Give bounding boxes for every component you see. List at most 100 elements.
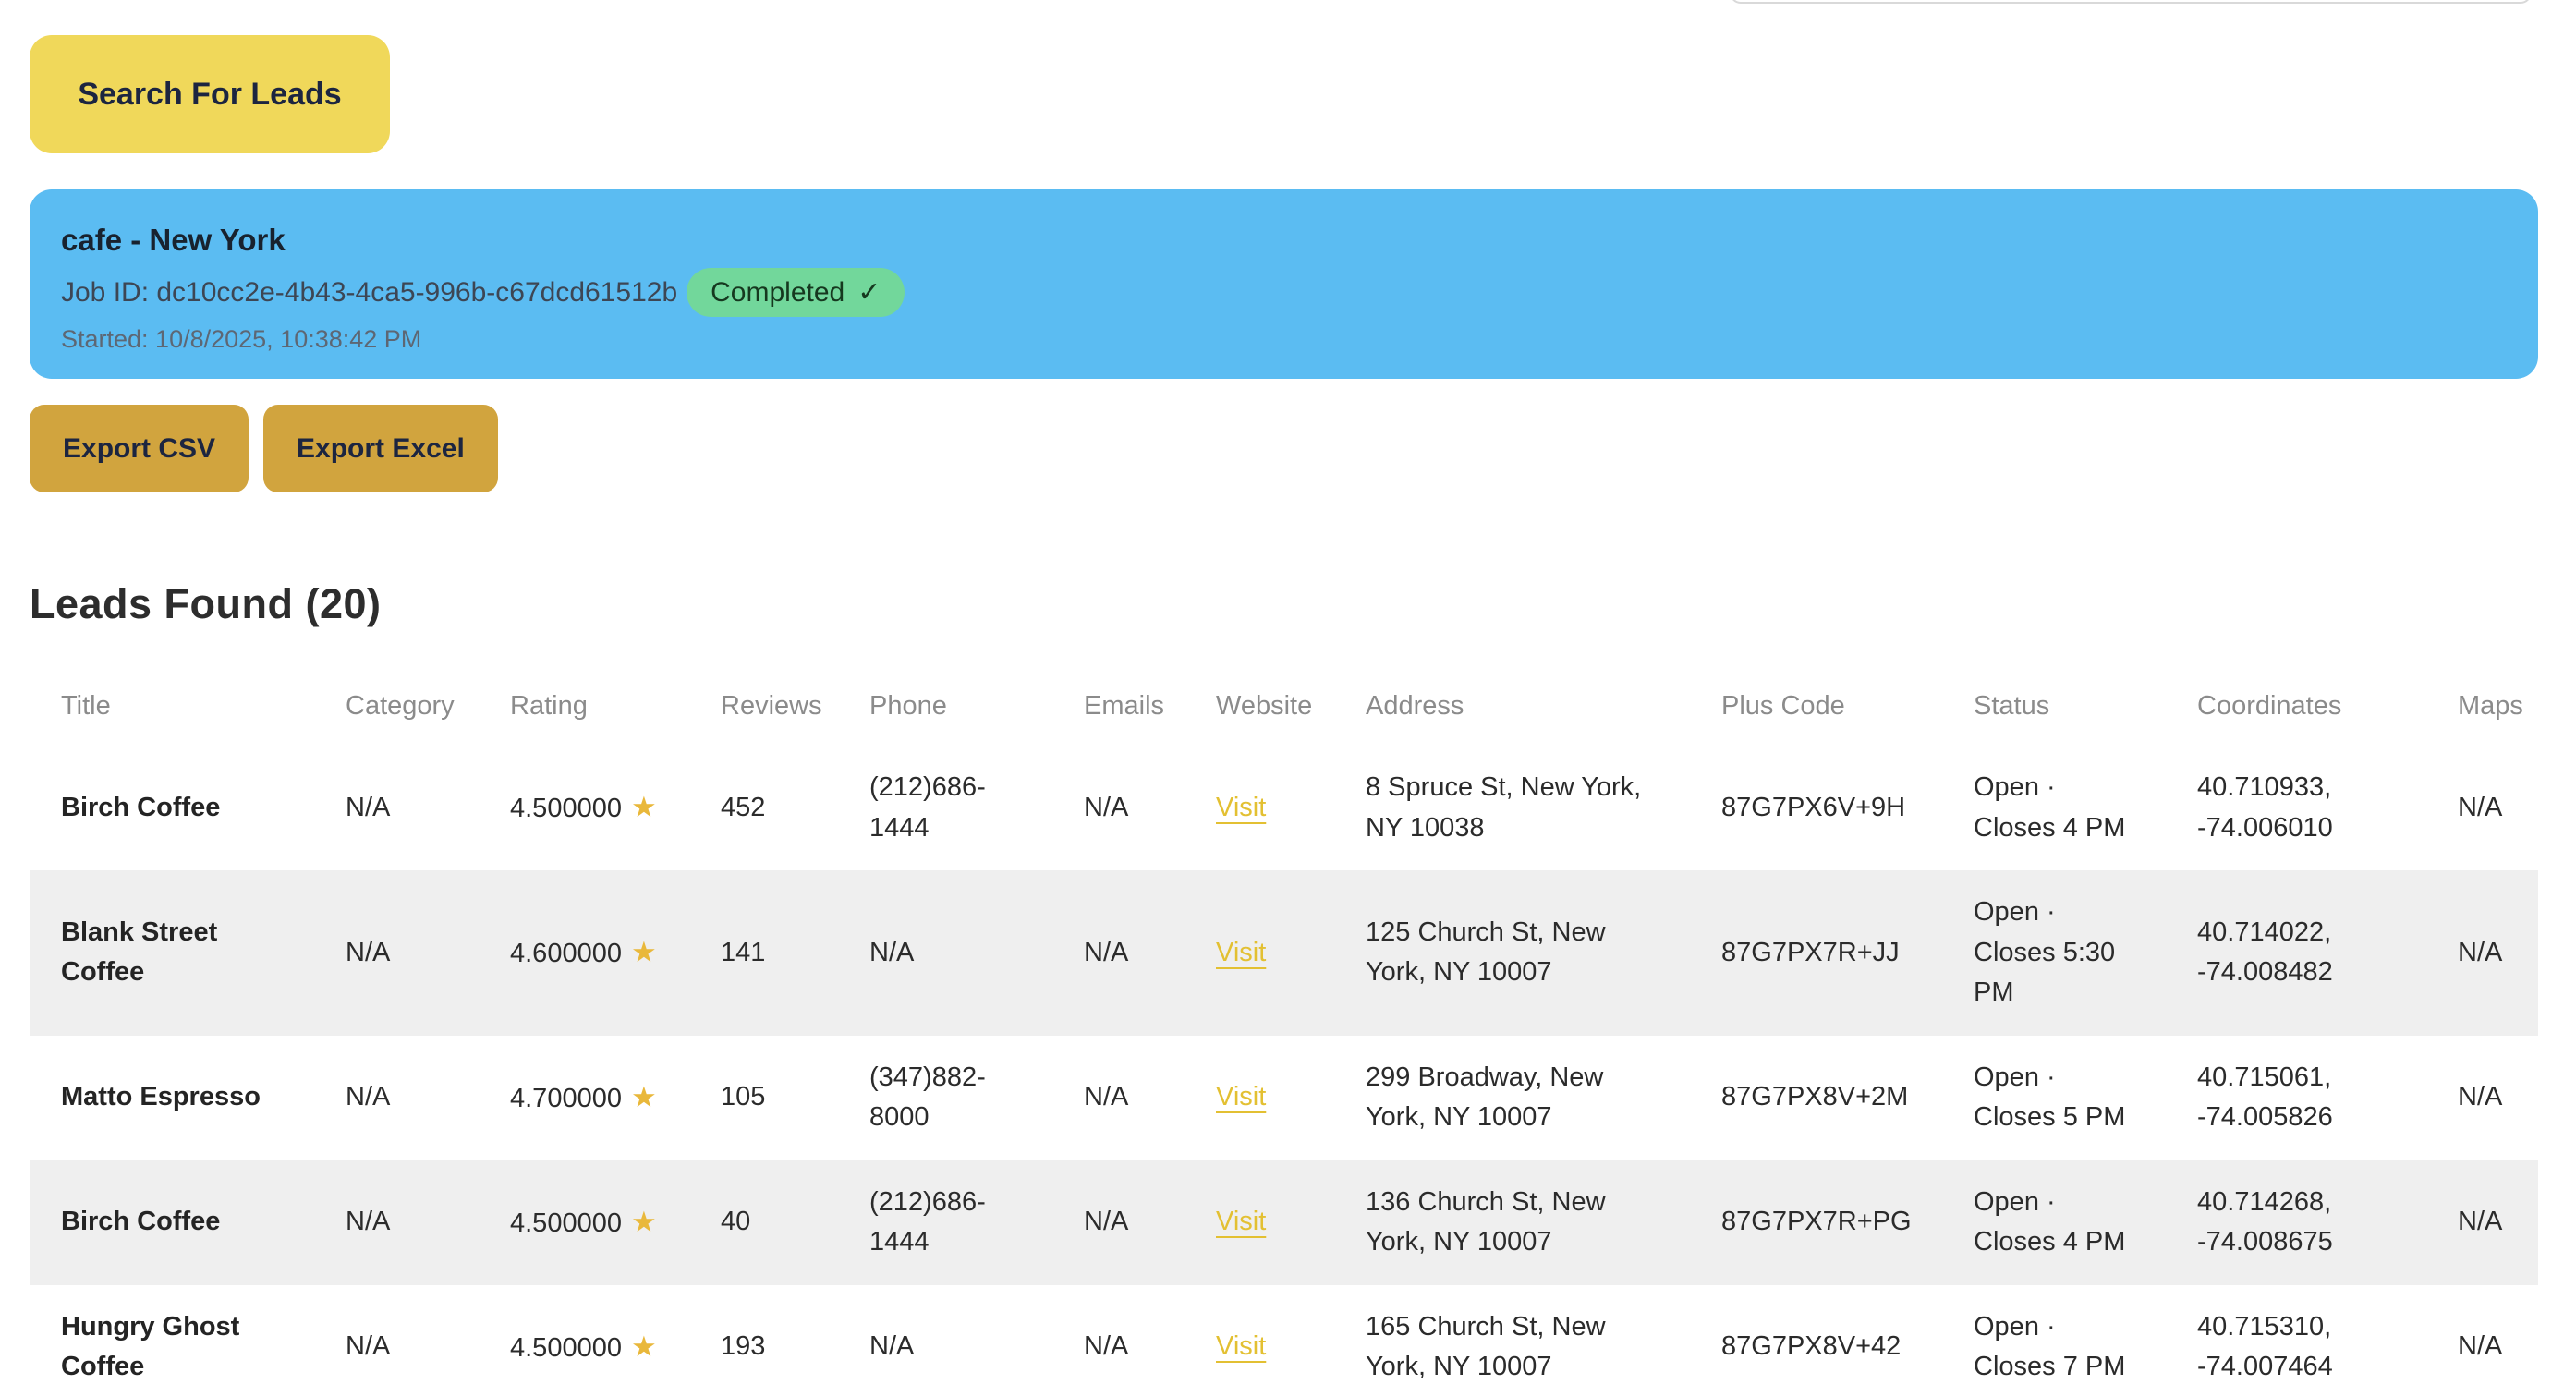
maps-cell: N/A: [2458, 1207, 2503, 1237]
coordinates-cell: 40.710933, -74.006010: [2197, 772, 2333, 843]
table-row: Birch Coffee N/A 4.500000 ★ 40 (212)686-1444 N…: [30, 1159, 2538, 1285]
table-row: Matto Espresso N/A 4.700000 ★ 105 (347)882-80…: [30, 1036, 2538, 1160]
column-header-website: Website: [1216, 691, 1313, 721]
maps-cell: N/A: [2458, 937, 2503, 967]
rating-cell: 4.500000 ★: [510, 1160, 721, 1285]
column-header-status: Status: [1974, 691, 2050, 721]
column-header-plus-code: Plus Code: [1721, 691, 1845, 721]
rating-cell: 4.700000 ★: [510, 1036, 721, 1160]
rating-value: 4.500000: [510, 1208, 622, 1238]
visit-link[interactable]: Visit: [1216, 1207, 1267, 1237]
job-id: Job ID: dc10cc2e-4b43-4ca5-996b-c67dcd61…: [61, 276, 678, 308]
status-cell: Open · Closes 7 PM: [1974, 1311, 2126, 1382]
visit-link[interactable]: Visit: [1216, 1331, 1267, 1362]
category-cell: N/A: [346, 937, 391, 967]
job-started: Started: 10/8/2025, 10:38:42 PM: [61, 325, 422, 354]
leads-heading: Leads Found (20): [30, 580, 382, 627]
reviews-cell: 105: [721, 1082, 766, 1112]
address-cell: 8 Spruce St, New York, NY 10038: [1366, 772, 1642, 843]
title-cell: Blank Street Coffee: [61, 917, 218, 988]
website-cell: Visit: [1216, 1285, 1366, 1384]
reviews-cell: 40: [721, 1207, 751, 1237]
column-header-reviews: Reviews: [721, 691, 822, 721]
website-cell: Visit: [1216, 1036, 1366, 1160]
column-header-rating: Rating: [510, 691, 588, 721]
category-cell: N/A: [346, 1331, 391, 1362]
export-excel-button[interactable]: Export Excel: [263, 405, 498, 492]
table-row: Birch Coffee N/A 4.500000 ★ 452 (212)686-1444…: [30, 746, 2538, 870]
phone-cell: N/A: [869, 1331, 915, 1362]
visit-link[interactable]: Visit: [1216, 937, 1267, 967]
plus-code-cell: 87G7PX7R+JJ: [1721, 937, 1900, 967]
address-cell: 299 Broadway, New York, NY 10007: [1366, 1062, 1604, 1133]
rating-value: 4.600000: [510, 939, 622, 968]
column-header-address: Address: [1366, 691, 1464, 721]
check-icon: ✓: [857, 277, 881, 309]
status-cell: Open · Closes 4 PM: [1974, 772, 2126, 843]
search-input[interactable]: [1730, 0, 2532, 4]
category-cell: N/A: [346, 1082, 391, 1112]
status-badge-label: Completed: [711, 276, 845, 308]
rating-cell: 4.500000 ★: [510, 746, 721, 870]
phone-cell: N/A: [869, 937, 915, 967]
maps-cell: N/A: [2458, 792, 2503, 822]
coordinates-cell: 40.715310, -74.007464: [2197, 1311, 2333, 1382]
website-cell: Visit: [1216, 870, 1366, 1036]
rating-cell: 4.500000 ★: [510, 1285, 721, 1384]
address-cell: 136 Church St, New York, NY 10007: [1366, 1186, 1606, 1257]
emails-cell: N/A: [1084, 937, 1129, 967]
plus-code-cell: 87G7PX8V+2M: [1721, 1082, 1909, 1112]
column-header-category: Category: [346, 691, 455, 721]
search-for-leads-button[interactable]: Search For Leads: [30, 35, 390, 153]
plus-code-cell: 87G7PX8V+42: [1721, 1331, 1902, 1362]
star-icon: ★: [630, 1329, 657, 1363]
star-icon: ★: [630, 1080, 657, 1113]
emails-cell: N/A: [1084, 792, 1129, 822]
table-row: Blank Street Coffee N/A 4.600000 ★ 141 N/A N/A…: [30, 870, 2538, 1036]
table-header-row: Title Category Rating Reviews Phone Emai…: [30, 676, 2538, 746]
coordinates-cell: 40.714022, -74.008482: [2197, 917, 2333, 988]
website-cell: Visit: [1216, 1160, 1366, 1285]
rating-value: 4.700000: [510, 1083, 622, 1113]
category-cell: N/A: [346, 792, 391, 822]
reviews-cell: 452: [721, 792, 766, 822]
visit-link[interactable]: Visit: [1216, 792, 1267, 822]
column-header-emails: Emails: [1084, 691, 1165, 721]
leads-table: Title Category Rating Reviews Phone Emai…: [30, 676, 2538, 1384]
title-cell: Matto Espresso: [61, 1082, 261, 1112]
column-header-maps: Maps: [2458, 691, 2523, 721]
plus-code-cell: 87G7PX7R+PG: [1721, 1207, 1912, 1237]
job-id-line: Job ID: dc10cc2e-4b43-4ca5-996b-c67dcd61…: [61, 268, 2507, 318]
coordinates-cell: 40.715061, -74.005826: [2197, 1062, 2333, 1133]
status-cell: Open · Closes 5:30 PM: [1974, 897, 2116, 1007]
phone-cell: (347)882-8000: [869, 1062, 986, 1133]
coordinates-cell: 40.714268, -74.008675: [2197, 1186, 2333, 1257]
title-cell: Hungry Ghost Coffee: [61, 1311, 240, 1382]
job-title: cafe - New York: [61, 223, 286, 257]
website-cell: Visit: [1216, 746, 1366, 870]
export-actions: Export CSV Export Excel: [30, 405, 498, 492]
status-badge: Completed ✓: [687, 268, 905, 318]
address-cell: 125 Church St, New York, NY 10007: [1366, 917, 1606, 988]
star-icon: ★: [630, 791, 657, 824]
status-cell: Open · Closes 4 PM: [1974, 1186, 2126, 1257]
column-header-title: Title: [61, 691, 111, 721]
emails-cell: N/A: [1084, 1331, 1129, 1362]
plus-code-cell: 87G7PX6V+9H: [1721, 792, 1906, 822]
column-header-coordinates: Coordinates: [2197, 691, 2342, 721]
category-cell: N/A: [346, 1207, 391, 1237]
title-cell: Birch Coffee: [61, 1207, 221, 1237]
emails-cell: N/A: [1084, 1207, 1129, 1237]
rating-value: 4.500000: [510, 1332, 622, 1363]
table-row: Hungry Ghost Coffee N/A 4.500000 ★ 193 N/A N/A…: [30, 1285, 2538, 1384]
rating-cell: 4.600000 ★: [510, 870, 721, 1036]
title-cell: Birch Coffee: [61, 792, 221, 822]
rating-value: 4.500000: [510, 794, 622, 824]
star-icon: ★: [630, 936, 657, 968]
column-header-phone: Phone: [869, 691, 947, 721]
export-csv-button[interactable]: Export CSV: [30, 405, 249, 492]
reviews-cell: 141: [721, 937, 766, 967]
visit-link[interactable]: Visit: [1216, 1082, 1267, 1112]
star-icon: ★: [630, 1205, 657, 1238]
